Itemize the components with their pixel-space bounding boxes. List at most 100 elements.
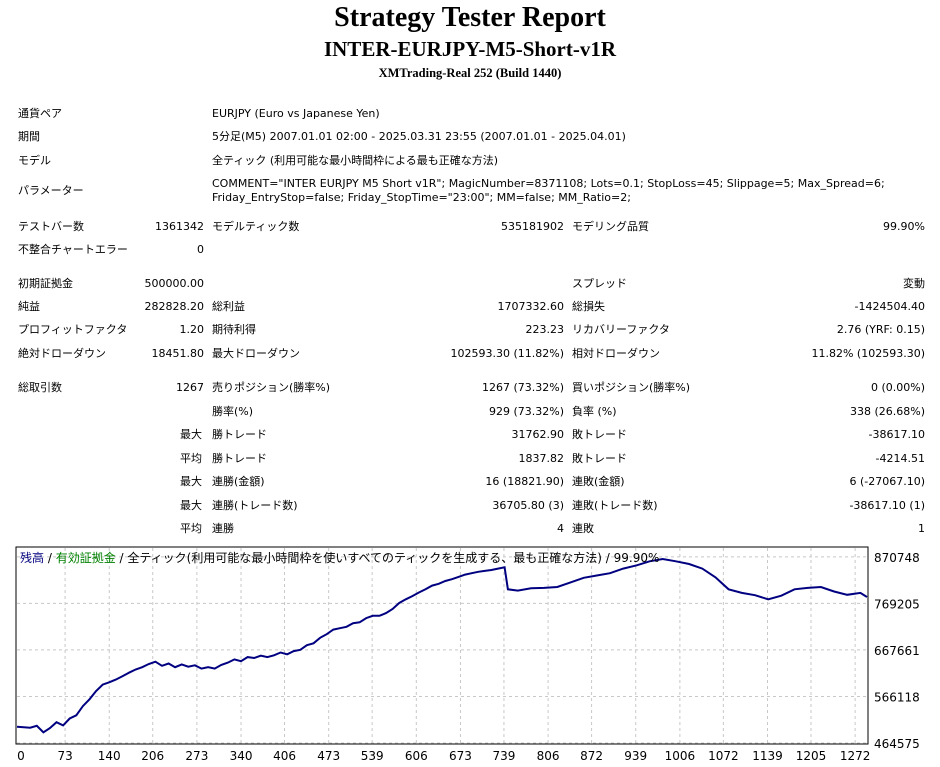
- report-server: XMTrading-Real 252 (Build 1440): [378, 66, 562, 80]
- params-label: パラメーター: [18, 184, 84, 197]
- report-title: Strategy Tester Report: [334, 2, 606, 33]
- total-trades-value: 1267: [176, 381, 204, 394]
- short-label: 売りポジション(勝率%): [212, 381, 331, 394]
- abs-dd-value: 18451.80: [151, 347, 205, 360]
- y-axis: 870748 769205 667661 566118 464575: [874, 551, 920, 751]
- max-dd-value: 102593.30 (11.82%): [450, 347, 564, 360]
- avg-loss-label: 敗トレード: [572, 452, 627, 465]
- max-dd-label: 最大ドローダウン: [212, 347, 300, 360]
- recovery-label: リカバリーファクタ: [572, 323, 670, 336]
- balance-series-line: [16, 557, 868, 734]
- rel-dd-label: 相対ドローダウン: [572, 347, 660, 360]
- x-tick-label: 539: [361, 749, 384, 763]
- x-tick-label: 140: [98, 749, 121, 763]
- consec-loss-trd-label: 連敗(トレード数): [572, 499, 658, 512]
- long-label: 買いポジション(勝率%): [572, 381, 691, 394]
- rel-dd-value: 11.82% (102593.30): [811, 347, 925, 360]
- chart-legend: 残高 / 有効証拠金 / 全ティック(利用可能な最小時間枠を使いすべてのティック…: [20, 550, 659, 565]
- winrate-value: 929 (73.32%): [488, 405, 564, 418]
- max-win-value: 31762.90: [511, 428, 565, 441]
- net-label: 純益: [18, 300, 40, 313]
- legend-sep-1: /: [44, 551, 56, 565]
- bars-label: テストバー数: [18, 220, 84, 233]
- short-value: 1267 (73.32%): [481, 381, 564, 394]
- gross-loss-value: -1424504.40: [854, 300, 925, 313]
- lossrate-label: 負率 (%): [572, 405, 617, 418]
- legend-model: 全ティック(利用可能な最小時間枠を使いすべてのティックを生成する、最も正確な方法…: [127, 550, 659, 565]
- y-tick-label: 769205: [874, 597, 920, 611]
- x-tick-label: 1072: [708, 749, 739, 763]
- consec-win-trd-label: 連勝(トレード数): [212, 499, 298, 512]
- net-value: 282828.20: [144, 300, 205, 313]
- bars-value: 1361342: [155, 220, 204, 233]
- gross-profit-value: 1707332.60: [497, 300, 564, 313]
- avg-win-value: 1837.82: [518, 452, 565, 465]
- mismatch-value: 0: [197, 243, 204, 256]
- avg-loss-streak-value: 1: [918, 522, 925, 535]
- period-label: 期間: [18, 130, 40, 143]
- pf-label: プロフィットファクタ: [18, 323, 128, 336]
- spread-value: 変動: [903, 277, 925, 290]
- consec-win-amt-value: 16 (18821.90): [485, 475, 564, 488]
- ticks-value: 535181902: [501, 220, 564, 233]
- x-tick-label: 939: [624, 749, 647, 763]
- lossrate-value: 338 (26.68%): [849, 405, 925, 418]
- pair-label: 通貨ペア: [18, 107, 62, 120]
- expected-value: 223.23: [525, 323, 565, 336]
- winrate-label: 勝率(%): [212, 405, 254, 418]
- x-tick-label: 473: [317, 749, 340, 763]
- x-axis: 0 73 140 206 273 340 406 473 539 606 673 739 806 872 9…: [17, 749, 870, 763]
- deposit-value: 500000.00: [144, 277, 205, 290]
- model-value: 全ティック (利用可能な最小時間枠による最も正確な方法): [212, 154, 499, 167]
- consec-loss-trd-value: -38617.10 (1): [849, 499, 925, 512]
- spread-label: スプレッド: [572, 277, 627, 290]
- max-loss-value: -38617.10: [868, 428, 925, 441]
- x-tick-label: 1006: [665, 749, 696, 763]
- x-tick-label: 606: [405, 749, 428, 763]
- y-tick-label: 464575: [874, 737, 920, 751]
- x-tick-label: 340: [230, 749, 253, 763]
- x-tick-label: 273: [185, 749, 208, 763]
- y-tick-label: 566118: [874, 690, 920, 704]
- max-loss-label: 敗トレード: [572, 428, 627, 441]
- max-win-label: 勝トレード: [212, 428, 267, 441]
- legend-equity: 有効証拠金: [56, 550, 116, 565]
- x-tick-label: 206: [141, 749, 164, 763]
- gross-profit-label: 総利益: [212, 300, 245, 313]
- consec-loss-amt-label: 連敗(金額): [572, 475, 625, 488]
- avg-win-streak-value: 4: [557, 522, 564, 535]
- params-value: COMMENT="INTER EURJPY M5 Short v1R"; Mag…: [212, 177, 885, 204]
- ticks-label: モデルティック数: [212, 220, 300, 233]
- avg-streak-prefix: 平均: [180, 522, 202, 535]
- x-tick-label: 1139: [752, 749, 783, 763]
- recovery-value: 2.76 (YRF: 0.15): [836, 323, 925, 336]
- avg-loss-streak-label: 連敗: [572, 522, 594, 535]
- x-tick-label: 739: [492, 749, 515, 763]
- x-tick-label: 0: [17, 749, 25, 763]
- x-tick-label: 1205: [796, 749, 827, 763]
- x-tick-label: 872: [580, 749, 603, 763]
- x-tick-label: 73: [57, 749, 72, 763]
- deposit-label: 初期証拠金: [18, 277, 73, 290]
- total-trades-label: 総取引数: [18, 381, 62, 394]
- avg-win-label: 勝トレード: [212, 452, 267, 465]
- x-tick-label: 1272: [840, 749, 871, 763]
- avg-loss-value: -4214.51: [875, 452, 925, 465]
- model-label: モデル: [18, 154, 51, 167]
- report-subtitle: INTER-EURJPY-M5-Short-v1R: [323, 37, 617, 61]
- max-win-prefix: 最大: [180, 428, 202, 441]
- y-tick-label: 667661: [874, 644, 920, 658]
- consec-win-amt-label: 連勝(金額): [212, 475, 265, 488]
- mismatch-label: 不整合チャートエラー: [18, 243, 128, 256]
- abs-dd-label: 絶対ドローダウン: [18, 347, 106, 360]
- x-tick-label: 406: [273, 749, 296, 763]
- quality-value: 99.90%: [883, 220, 925, 233]
- avg-win-streak-label: 連勝: [212, 522, 234, 535]
- period-value: 5分足(M5) 2007.01.01 02:00 - 2025.03.31 23…: [212, 130, 626, 143]
- consec-trd-prefix: 最大: [180, 499, 202, 512]
- y-tick-label: 870748: [874, 551, 920, 565]
- legend-sep-2: /: [116, 551, 128, 565]
- pair-value: EURJPY (Euro vs Japanese Yen): [212, 107, 380, 120]
- pf-value: 1.20: [179, 323, 205, 336]
